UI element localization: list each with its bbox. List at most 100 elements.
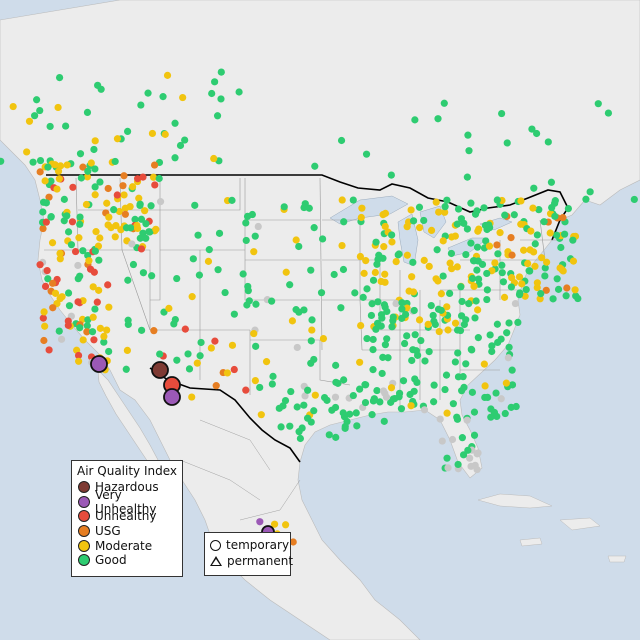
sensor-marker-moderate[interactable]	[103, 326, 111, 334]
sensor-marker-moderate[interactable]	[435, 208, 443, 216]
sensor-marker-good[interactable]	[470, 431, 479, 439]
sensor-marker-good[interactable]	[472, 297, 480, 305]
sensor-marker-usg[interactable]	[559, 214, 567, 222]
sensor-marker-moderate[interactable]	[558, 265, 566, 274]
sensor-marker-moderate[interactable]	[292, 236, 300, 244]
sensor-marker-nodata[interactable]	[420, 406, 429, 414]
sensor-marker-usg[interactable]	[289, 538, 297, 546]
sensor-marker-good[interactable]	[547, 178, 556, 186]
sensor-marker-moderate[interactable]	[517, 220, 525, 228]
sensor-marker-unhealthy[interactable]	[69, 183, 77, 191]
sensor-marker-good[interactable]	[437, 306, 445, 314]
sensor-marker-good[interactable]	[430, 381, 438, 389]
sensor-marker-good[interactable]	[46, 122, 54, 131]
sensor-marker-good[interactable]	[508, 366, 516, 374]
sensor-marker-moderate[interactable]	[358, 204, 366, 212]
sensor-marker-nodata[interactable]	[463, 416, 471, 424]
sensor-marker-moderate[interactable]	[48, 239, 57, 247]
sensor-marker-usg[interactable]	[49, 279, 57, 287]
sensor-marker-moderate[interactable]	[193, 359, 201, 367]
sensor-marker-moderate[interactable]	[179, 93, 187, 102]
sensor-marker-good[interactable]	[498, 261, 506, 269]
sensor-marker-good[interactable]	[498, 269, 506, 277]
sensor-marker-good[interactable]	[339, 409, 347, 417]
sensor-marker-good[interactable]	[248, 210, 256, 219]
sensor-marker-usg[interactable]	[45, 193, 53, 201]
sensor-marker-moderate[interactable]	[371, 268, 379, 277]
sensor-marker-good[interactable]	[368, 411, 376, 419]
sensor-marker-nodata[interactable]	[156, 198, 165, 206]
sensor-marker-good[interactable]	[244, 282, 252, 291]
sensor-marker-good[interactable]	[156, 350, 164, 358]
sensor-marker-usg[interactable]	[104, 184, 112, 193]
sensor-marker-good[interactable]	[369, 335, 377, 344]
sensor-marker-moderate[interactable]	[133, 224, 142, 233]
sensor-marker-moderate[interactable]	[425, 262, 433, 270]
sensor-marker-good[interactable]	[215, 229, 224, 237]
sensor-marker-good[interactable]	[525, 267, 533, 275]
sensor-marker-good[interactable]	[442, 371, 451, 379]
sensor-marker-unhealthy[interactable]	[134, 175, 142, 183]
sensor-marker-good[interactable]	[170, 320, 178, 328]
sensor-marker-good[interactable]	[507, 403, 515, 411]
sensor-marker-good[interactable]	[471, 314, 479, 322]
sensor-marker-good[interactable]	[483, 269, 491, 278]
sensor-marker-moderate[interactable]	[517, 197, 525, 205]
sensor-marker-good[interactable]	[483, 286, 491, 294]
sensor-marker-moderate[interactable]	[149, 173, 158, 181]
sensor-marker-nodata[interactable]	[444, 464, 452, 472]
sensor-marker-good[interactable]	[433, 246, 441, 254]
sensor-marker-moderate[interactable]	[126, 202, 134, 211]
sensor-marker-good[interactable]	[544, 138, 552, 146]
sensor-marker-good[interactable]	[470, 257, 478, 265]
sensor-marker-nodata[interactable]	[392, 299, 400, 308]
sensor-marker-good[interactable]	[286, 422, 294, 430]
sensor-marker-good[interactable]	[540, 218, 548, 226]
sensor-marker-moderate[interactable]	[105, 303, 113, 311]
sensor-marker-good[interactable]	[217, 68, 225, 76]
sensor-marker-good[interactable]	[173, 356, 181, 364]
sensor-marker-good[interactable]	[372, 325, 380, 333]
sensor-marker-good[interactable]	[462, 250, 470, 259]
sensor-marker-good[interactable]	[413, 378, 421, 387]
sensor-marker-good[interactable]	[307, 266, 315, 274]
sensor-marker-good[interactable]	[268, 380, 276, 388]
sensor-marker-good[interactable]	[171, 119, 179, 127]
sensor-marker-good[interactable]	[493, 196, 501, 204]
sensor-marker-usg[interactable]	[121, 210, 129, 218]
sensor-marker-good[interactable]	[90, 145, 98, 154]
sensor-marker-good[interactable]	[340, 376, 348, 384]
sensor-marker-unhealthy[interactable]	[151, 181, 159, 189]
sensor-marker-good[interactable]	[251, 232, 259, 240]
sensor-marker-good[interactable]	[463, 173, 471, 181]
sensor-marker-good[interactable]	[454, 205, 463, 213]
sensor-marker-moderate[interactable]	[251, 376, 259, 385]
sensor-marker-good[interactable]	[515, 291, 524, 299]
sensor-marker-good[interactable]	[453, 415, 462, 423]
sensor-marker-unhealthy[interactable]	[45, 346, 53, 354]
sensor-marker-moderate[interactable]	[228, 341, 237, 349]
sensor-marker-usg[interactable]	[79, 163, 87, 171]
sensor-marker-good[interactable]	[136, 201, 144, 210]
sensor-marker-moderate[interactable]	[87, 159, 95, 167]
sensor-marker-moderate[interactable]	[91, 137, 99, 145]
sensor-marker-good[interactable]	[310, 224, 318, 232]
sensor-marker-moderate[interactable]	[120, 191, 128, 199]
sensor-marker-good[interactable]	[300, 203, 308, 212]
sensor-marker-good[interactable]	[548, 203, 556, 212]
sensor-marker-good[interactable]	[292, 306, 300, 314]
sensor-marker-good[interactable]	[430, 398, 438, 406]
sensor-marker-moderate[interactable]	[123, 346, 131, 354]
sensor-marker-moderate[interactable]	[443, 409, 451, 417]
sensor-marker-good[interactable]	[397, 405, 406, 413]
sensor-marker-good[interactable]	[488, 347, 496, 356]
sensor-marker-unhealthy[interactable]	[64, 317, 72, 325]
sensor-marker-nodata[interactable]	[438, 437, 446, 445]
sensor-marker-moderate[interactable]	[85, 257, 93, 265]
sensor-marker-moderate[interactable]	[55, 175, 63, 183]
sensor-marker-good[interactable]	[379, 353, 387, 361]
sensor-marker-good[interactable]	[76, 213, 84, 221]
sensor-marker-moderate[interactable]	[288, 317, 297, 325]
sensor-marker-good[interactable]	[503, 139, 511, 147]
